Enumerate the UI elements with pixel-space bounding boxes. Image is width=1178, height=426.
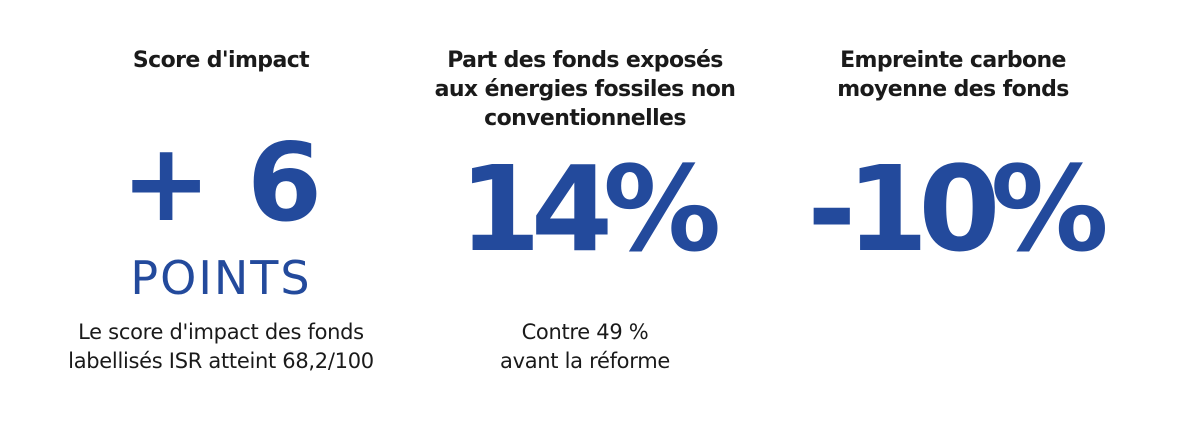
stat-impact-score: Score d'impact + 6 POINTS Le score d'imp… [40, 0, 402, 426]
stat-unit: POINTS [130, 251, 312, 305]
stat-description: Le score d'impact des fonds labellisés I… [40, 318, 402, 376]
heading-line: Part des fonds exposés [447, 48, 723, 73]
stat-description: Contre 49 % avant la réforme [408, 318, 762, 376]
stat-fossil-exposure: Part des fonds exposés aux énergies foss… [408, 0, 762, 426]
stat-heading: Part des fonds exposés aux énergies foss… [408, 46, 762, 133]
heading-line: aux énergies fossiles non [434, 77, 736, 102]
description-line: Contre 49 % [521, 320, 649, 344]
heading-line: moyenne des fonds [837, 77, 1069, 102]
description-line: labellisés ISR atteint 68,2/100 [68, 349, 374, 373]
stat-carbon-footprint: Empreinte carbone moyenne des fonds -10% [772, 0, 1134, 426]
stat-heading: Score d'impact [40, 46, 402, 75]
description-line: avant la réforme [500, 349, 670, 373]
heading-line: Score d'impact [132, 48, 310, 73]
heading-line: Empreinte carbone [840, 48, 1066, 73]
heading-line: conventionnelles [484, 106, 686, 131]
stat-value: + 6 [120, 121, 322, 246]
description-line: Le score d'impact des fonds [78, 320, 364, 344]
stat-value: 14% [458, 140, 721, 278]
stat-heading: Empreinte carbone moyenne des fonds [772, 46, 1134, 104]
stat-value: -10% [807, 140, 1108, 278]
